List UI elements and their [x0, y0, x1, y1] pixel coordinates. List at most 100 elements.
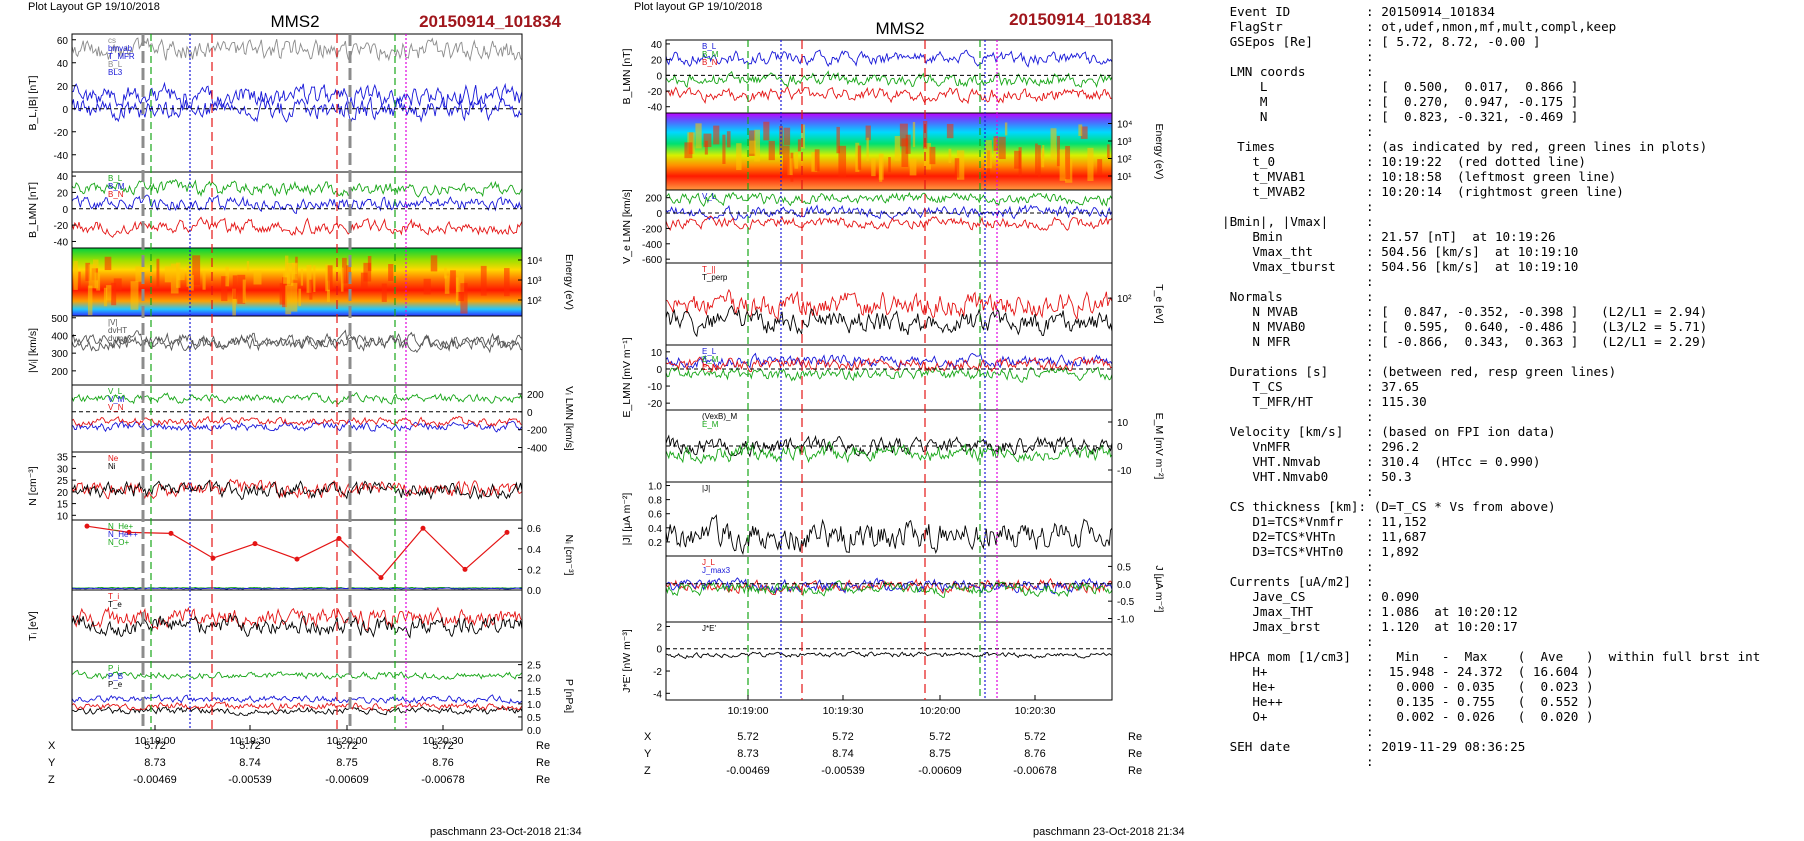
legend-entry: Ni	[108, 462, 116, 471]
spectrogram-streak	[242, 279, 246, 303]
y-axis-label: T_e [eV]	[1153, 284, 1165, 324]
series-1-2	[665, 70, 1113, 89]
legend-entry: B_L	[108, 174, 123, 183]
spectrogram-streak	[1087, 147, 1094, 181]
position-value: 5.72	[737, 731, 758, 743]
spectrogram-streak	[713, 125, 720, 145]
spectrogram-streak	[78, 271, 81, 288]
spectrogram-streak	[73, 261, 78, 290]
spectrogram-streak	[1097, 159, 1103, 175]
y-tick-label: 10⁴	[527, 256, 542, 267]
y-tick-label: -40	[54, 151, 69, 162]
spectrogram-streak	[704, 140, 708, 155]
spectrogram-streak	[225, 266, 229, 287]
legend-entry: N_He++	[108, 530, 138, 539]
spectrogram-streak	[253, 270, 262, 285]
spectrogram-streak	[221, 276, 228, 302]
spectrogram-streak	[285, 285, 292, 315]
y-axis-label: P [nPa]	[563, 679, 575, 713]
position-value: 5.72	[432, 740, 453, 752]
spectrogram-streak	[695, 123, 702, 149]
spectrogram-streak	[768, 140, 775, 161]
legend-entry: E_N	[702, 363, 718, 372]
y-axis-label: Energy (eV)	[563, 254, 575, 310]
series-7-1	[665, 514, 1113, 556]
spectrogram-streak	[232, 275, 238, 299]
y-tick-label: -2	[653, 667, 662, 678]
series-5-3	[665, 356, 1113, 373]
spectrogram-streak	[94, 272, 99, 289]
y-tick-label: -20	[648, 399, 663, 410]
y-tick-label: 0	[656, 365, 662, 376]
position-value: 8.75	[929, 748, 950, 760]
spectrogram-streak	[857, 145, 862, 170]
y-tick-label: -20	[648, 87, 663, 98]
series-5-3	[71, 415, 523, 428]
spectrogram-streak	[306, 265, 312, 293]
spectrogram-streak	[237, 274, 246, 304]
spectrogram-streak	[480, 265, 487, 296]
spectrogram-streak	[814, 149, 820, 172]
panel-5: 200 0 -200 -400 Vᵢ LMN [km/s] V_LV_MV_N	[71, 384, 575, 455]
y-tick-label: 20	[651, 56, 663, 67]
y-axis-label: |Vᵢ| [km/s]	[27, 328, 39, 373]
y-tick-label: -600	[642, 255, 662, 266]
legend-entry: P_e	[108, 680, 123, 689]
panel-frame	[665, 262, 1113, 346]
panel-frame	[71, 33, 523, 173]
position-value: 8.76	[1024, 748, 1045, 760]
spectrogram-streak	[1107, 144, 1110, 159]
spectrogram-streak	[325, 264, 330, 292]
legend-entry: V_M	[108, 395, 125, 404]
y-tick-label: 10	[57, 511, 69, 522]
spectrogram-streak	[342, 257, 347, 284]
position-row-label: Y	[48, 757, 56, 769]
position-value: 8.73	[144, 757, 165, 769]
spectrogram-streak	[787, 158, 793, 176]
legend-entry: V_N	[108, 403, 124, 412]
y-tick-label: 0	[656, 209, 662, 220]
y-tick-label: 0.2	[527, 565, 541, 576]
y-axis-label: N [cm⁻³]	[27, 466, 39, 505]
spectrogram-streak	[291, 282, 298, 312]
panel-8: 0.5 0.0 -0.5 -1.0 J [μA m⁻²] J_LJ_max3	[665, 555, 1165, 626]
legend-entry: |V|	[108, 318, 118, 327]
spectrogram-streak	[899, 123, 908, 147]
y-tick-label: -40	[648, 103, 663, 114]
position-row-label: X	[48, 740, 56, 752]
legend-entry: B_M	[702, 50, 719, 59]
series-6-2	[71, 479, 523, 501]
he-plus-plus-line	[86, 525, 508, 579]
y-axis-label: Tᵢ [eV]	[27, 611, 39, 641]
y-tick-label: 0.5	[1117, 562, 1131, 573]
spectrogram-streak	[782, 145, 790, 178]
y-tick-label: -20	[54, 221, 69, 232]
spectrogram-streak	[836, 126, 840, 154]
legend-entry: N_He+	[108, 522, 133, 531]
spectrogram-streak	[998, 136, 1006, 160]
x-tick-label: 10:20:30	[423, 735, 464, 747]
legend-entry: V_L	[702, 192, 717, 201]
left-footer: paschmann 23-Oct-2018 21:34	[430, 826, 582, 838]
x-tick-label: 10:19:30	[230, 735, 271, 747]
legend-entry: dvHT	[108, 326, 127, 335]
panel-9: 2.5 2.0 1.5 1.0 0.5 0.0 P [nPa] P_iP_BP_e	[71, 661, 575, 737]
y-axis-label: B_LMN [nT]	[27, 182, 39, 238]
position-value: 5.72	[929, 731, 950, 743]
y-tick-label: 2.5	[527, 661, 541, 672]
y-tick-label: 10	[1117, 418, 1129, 429]
spectrogram-streak	[192, 255, 201, 285]
spectrogram-streak	[763, 121, 770, 141]
spectrogram-streak	[811, 152, 818, 172]
y-axis-label: E_LMN [mV m⁻¹]	[621, 337, 633, 417]
spectrogram-streak	[946, 123, 954, 139]
position-unit: Re	[536, 774, 550, 786]
legend-entry: J*E'	[702, 624, 716, 633]
y-axis-label: Energy (eV)	[1153, 123, 1165, 179]
panel-frame	[665, 344, 1113, 411]
series-9-1	[665, 650, 1113, 659]
right-event-title: 20150914_101834	[1009, 10, 1151, 29]
spectrogram-streak	[722, 134, 726, 164]
